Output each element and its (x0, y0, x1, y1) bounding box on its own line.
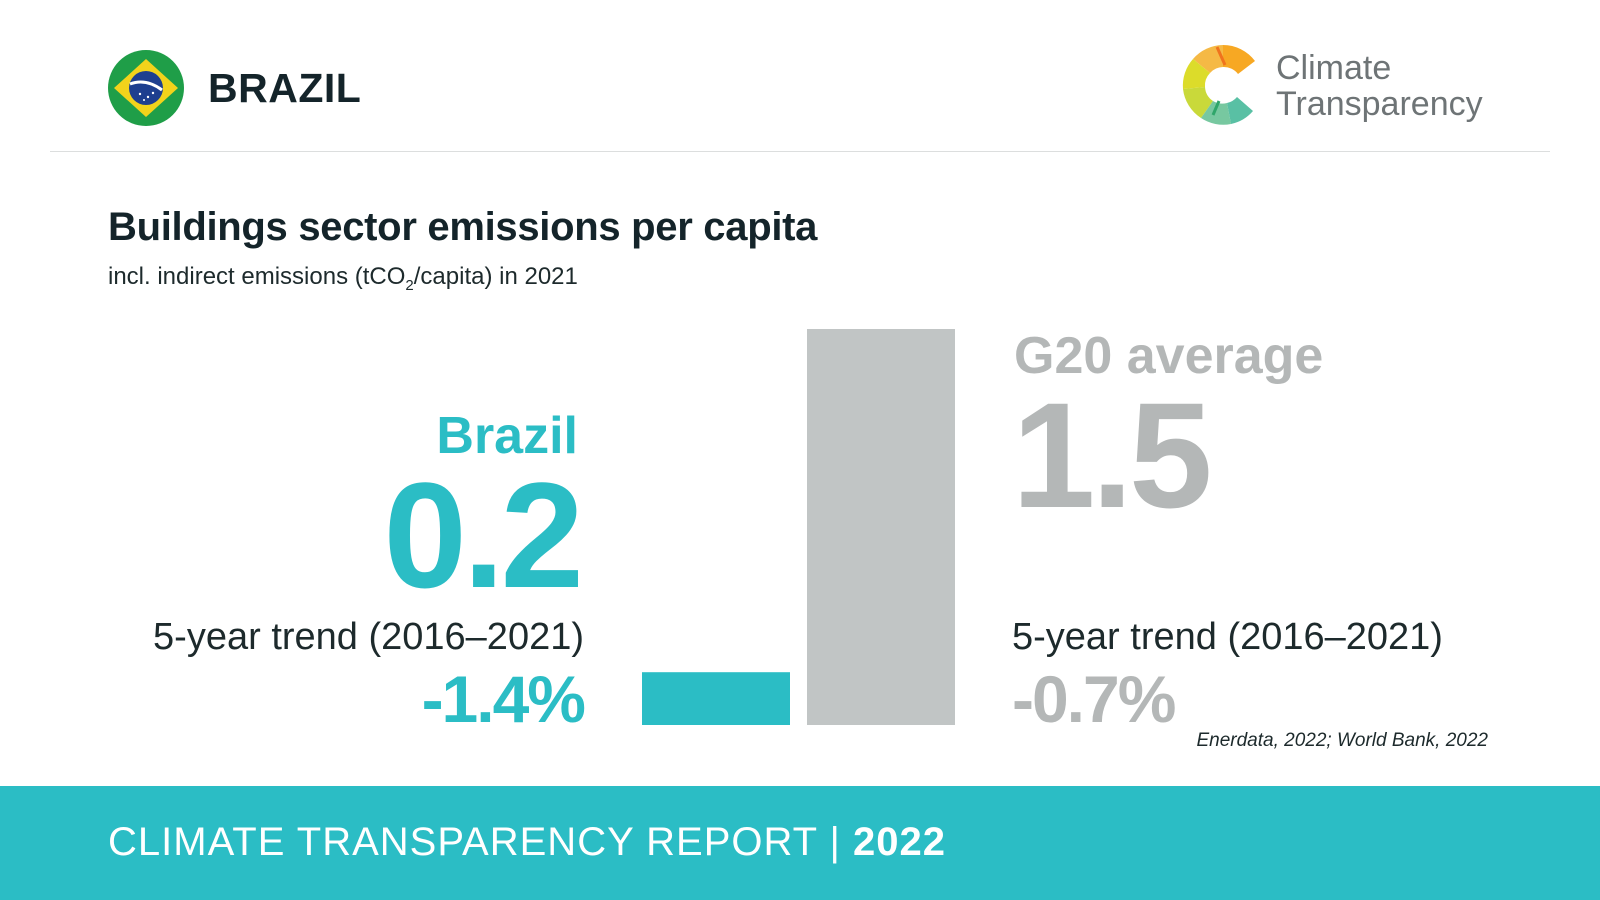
climate-transparency-logo-icon (1182, 45, 1255, 125)
bar-brazil (642, 672, 790, 725)
header-divider (50, 151, 1550, 152)
source-note: Enerdata, 2022; World Bank, 2022 (1196, 730, 1488, 751)
chart-subtitle: incl. indirect emissions (tCO2/capita) i… (108, 262, 578, 301)
g20-value: 1.5 (1012, 371, 1213, 539)
g20-trend-label: 5-year trend (2016–2021) (1012, 616, 1443, 658)
subtitle-text-pre: incl. indirect emissions (tCO (108, 263, 406, 290)
brand-line-1: Climate (1276, 49, 1392, 87)
footer-band (0, 786, 1600, 900)
footer-title: CLIMATE TRANSPARENCY REPORT | 2022 (108, 818, 946, 866)
bar-g20-average (807, 329, 955, 725)
brand-name: Climate Transparency (1276, 50, 1483, 122)
chart-title: Buildings sector emissions per capita (108, 205, 818, 249)
brazil-trend-value: -1.4% (421, 662, 586, 736)
subtitle-subscript: 2 (405, 276, 414, 294)
footer-year: 2022 (853, 820, 946, 864)
g20-label: G20 average (1014, 327, 1324, 385)
brazil-flag-icon (108, 50, 184, 126)
bar-chart (642, 329, 955, 725)
g20-trend-value: -0.7% (1012, 662, 1176, 736)
brazil-trend-label: 5-year trend (2016–2021) (153, 616, 584, 658)
country-name: BRAZIL (208, 65, 362, 111)
brazil-label: Brazil (436, 407, 578, 465)
brand-line-2: Transparency (1276, 85, 1483, 123)
footer-report-name: CLIMATE TRANSPARENCY REPORT | (108, 820, 853, 864)
subtitle-text-post: /capita) in 2021 (413, 263, 578, 290)
brazil-value: 0.2 (383, 451, 584, 619)
